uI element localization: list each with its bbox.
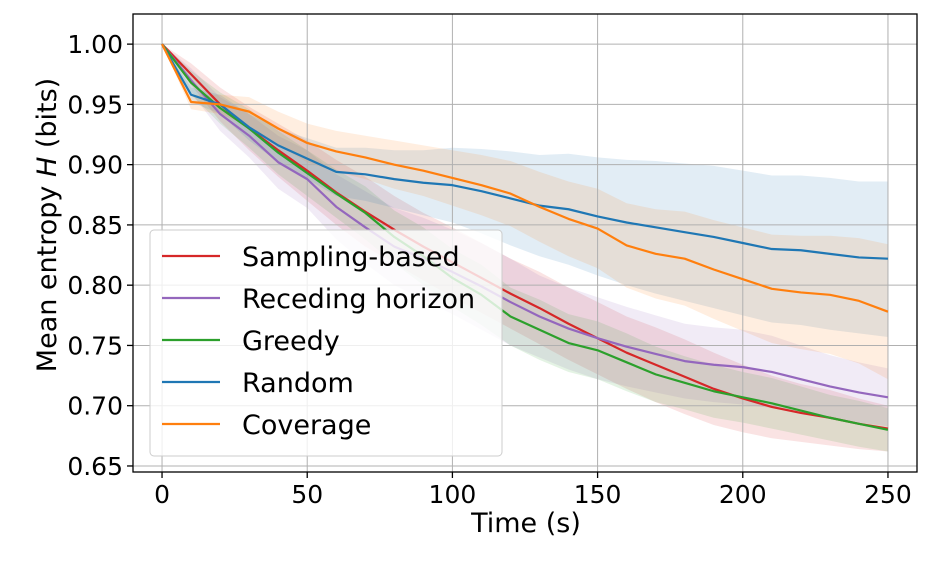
random-band bbox=[162, 44, 888, 338]
y-tick-label: 0.95 bbox=[67, 90, 123, 119]
legend-label-random: Random bbox=[242, 368, 354, 399]
x-tick-label: 100 bbox=[429, 480, 477, 509]
receding-horizon-line bbox=[161, 43, 889, 399]
legend-box bbox=[149, 229, 503, 457]
x-tick-label: 250 bbox=[864, 480, 912, 509]
x-tick-label: 0 bbox=[154, 480, 170, 509]
legend-label-receding-horizon: Receding horizon bbox=[242, 284, 475, 315]
random-line bbox=[161, 43, 889, 260]
series-lines bbox=[161, 43, 889, 431]
legend-items: Sampling-based Receding horizon Greedy Rand… bbox=[162, 242, 475, 441]
y-tick-label: 0.65 bbox=[67, 452, 123, 481]
legend-label-sampling-based: Sampling-based bbox=[242, 242, 460, 273]
y-tick-label: 0.85 bbox=[67, 211, 123, 240]
greedy-line bbox=[161, 43, 889, 431]
legend-label-coverage: Coverage bbox=[242, 410, 371, 441]
legend-label-greedy: Greedy bbox=[242, 326, 340, 357]
coverage-band bbox=[162, 44, 888, 380]
plot-area bbox=[132, 13, 918, 473]
y-axis-label-symbol: H bbox=[32, 157, 63, 177]
confidence-bands bbox=[162, 44, 888, 452]
greedy-band bbox=[162, 44, 888, 452]
y-tick-label: 0.80 bbox=[67, 271, 123, 300]
sampling-based-band bbox=[162, 44, 888, 452]
x-tick-label: 150 bbox=[574, 480, 622, 509]
x-axis-ticks: 0 50 100 150 200 250 bbox=[154, 472, 912, 509]
legend: Sampling-based Receding horizon Greedy Rand… bbox=[149, 229, 503, 457]
y-axis-label: Mean entropy H (bits) bbox=[32, 78, 63, 372]
y-tick-label: 0.90 bbox=[67, 151, 123, 180]
x-axis-label: Time (s) bbox=[470, 508, 581, 539]
y-axis-label-prefix: Mean entropy bbox=[32, 177, 63, 372]
x-tick-label: 200 bbox=[719, 480, 767, 509]
receding-horizon-band bbox=[162, 44, 888, 427]
coverage-line bbox=[161, 43, 889, 313]
y-tick-label: 0.70 bbox=[67, 392, 123, 421]
x-tick-label: 50 bbox=[291, 480, 323, 509]
y-axis-label-suffix: (bits) bbox=[32, 78, 63, 157]
sampling-based-line bbox=[161, 43, 889, 430]
y-tick-label: 0.75 bbox=[67, 331, 123, 360]
y-tick-label: 1.00 bbox=[67, 30, 123, 59]
y-axis-ticks: 0.65 0.70 0.75 0.80 0.85 0.90 0.95 1.00 bbox=[67, 30, 133, 481]
plot-frame bbox=[132, 13, 918, 473]
